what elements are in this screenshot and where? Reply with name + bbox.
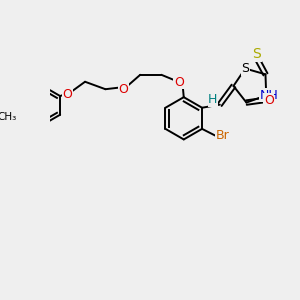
Text: O: O — [118, 83, 128, 96]
Text: Br: Br — [216, 129, 230, 142]
Text: O: O — [174, 76, 184, 89]
Text: CH₃: CH₃ — [0, 112, 17, 122]
Text: NH: NH — [259, 89, 278, 102]
Text: O: O — [264, 94, 274, 106]
Text: H: H — [208, 93, 218, 106]
Text: S: S — [252, 47, 261, 61]
Text: S: S — [241, 62, 249, 75]
Text: O: O — [63, 88, 73, 101]
